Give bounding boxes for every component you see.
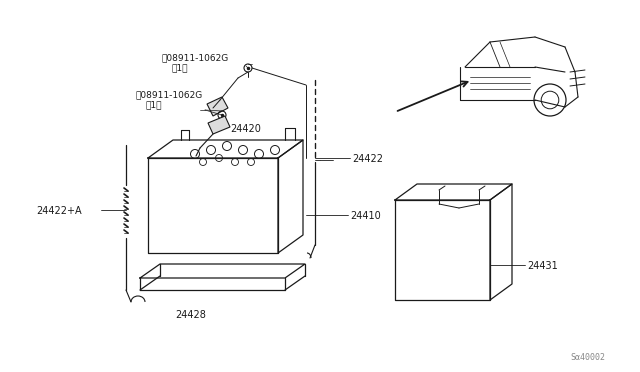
Polygon shape	[207, 97, 228, 116]
Text: Sα40002: Sα40002	[570, 353, 605, 362]
Text: ⓝ08911-1062G: ⓝ08911-1062G	[162, 53, 229, 62]
Text: ＜1＞: ＜1＞	[172, 63, 189, 72]
Text: 24422: 24422	[352, 154, 383, 164]
Text: 24428: 24428	[175, 310, 206, 320]
Text: 24420: 24420	[230, 124, 261, 134]
Text: ＜1＞: ＜1＞	[145, 100, 161, 109]
Text: 24431: 24431	[527, 261, 557, 271]
Polygon shape	[208, 116, 230, 134]
Text: 24410: 24410	[350, 211, 381, 221]
Text: ⓝ08911-1062G: ⓝ08911-1062G	[135, 90, 202, 99]
Text: 24422+A: 24422+A	[36, 206, 82, 216]
